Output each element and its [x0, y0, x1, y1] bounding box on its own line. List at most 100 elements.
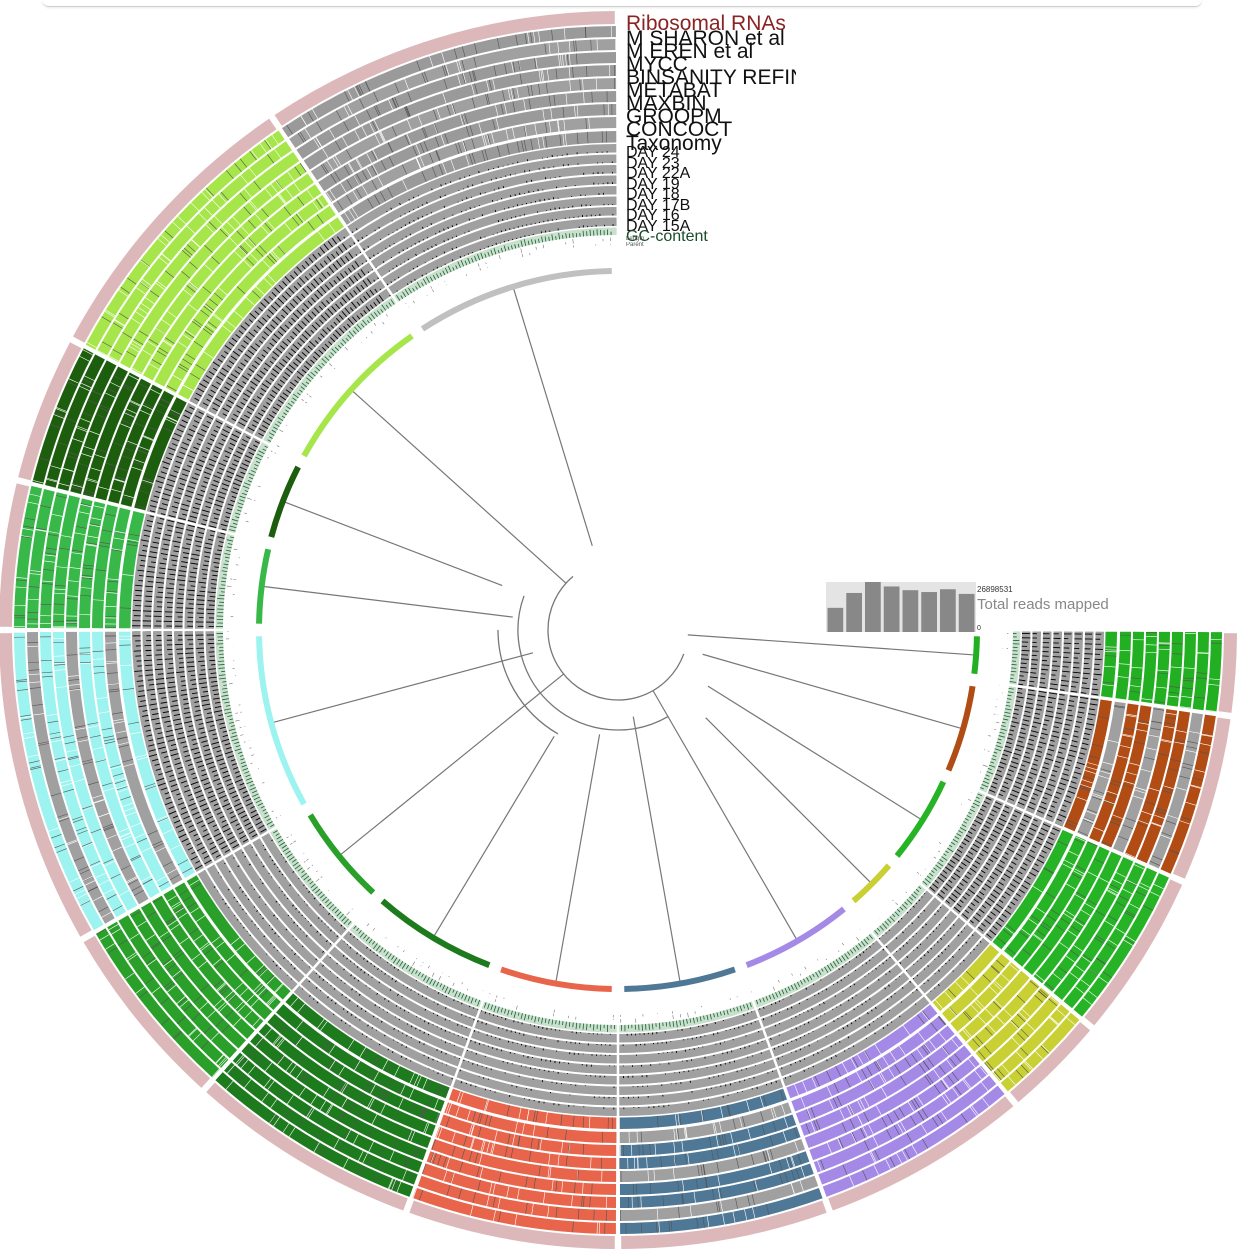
bin-tick	[84, 880, 96, 886]
coverage-bar	[167, 686, 176, 689]
coverage-bar	[322, 964, 324, 967]
coverage-bar	[273, 914, 276, 917]
coverage-bar	[1067, 709, 1073, 712]
coverage-bar	[210, 521, 218, 524]
coverage-bar	[1051, 665, 1060, 667]
bin-tick	[104, 513, 116, 517]
bin-tick	[674, 1114, 677, 1126]
coverage-bar	[149, 510, 156, 513]
coverage-bar	[473, 1029, 476, 1032]
bin-tick	[530, 32, 533, 44]
coverage-bar	[157, 673, 164, 675]
bin-tick	[1182, 762, 1194, 766]
bin-tick	[486, 1142, 490, 1153]
bin-segment	[241, 1042, 427, 1161]
bin-tick	[187, 244, 196, 253]
bin-tick	[561, 1181, 564, 1193]
bin-tick	[162, 861, 173, 867]
bin-tick	[128, 403, 140, 409]
bin-tick	[91, 390, 102, 396]
bin-tick	[22, 528, 34, 531]
coverage-bar	[187, 534, 193, 537]
coverage-bar	[469, 207, 472, 210]
coverage-bar	[242, 908, 244, 911]
bin-tick	[969, 1106, 977, 1117]
bin-tick	[165, 337, 175, 344]
coverage-bar	[1041, 664, 1050, 666]
bin-tick	[142, 404, 153, 411]
bin-tick	[1077, 830, 1089, 836]
coverage-bar	[384, 972, 386, 975]
bin-tick	[341, 1098, 348, 1108]
coverage-bar	[277, 297, 285, 305]
coverage-bar	[1047, 701, 1053, 704]
coverage-bar	[365, 985, 367, 987]
coverage-bar	[1027, 831, 1034, 836]
bin-tick	[44, 560, 56, 563]
bin-tick	[95, 569, 107, 572]
bin-tick	[57, 769, 69, 773]
coverage-bar	[186, 543, 192, 546]
coverage-bar	[223, 799, 229, 802]
coverage-bar	[328, 266, 335, 274]
bin-tick	[316, 121, 323, 132]
bin-tick	[582, 1182, 584, 1194]
bin-tick	[510, 1147, 514, 1159]
coverage-bar	[221, 483, 230, 487]
coverage-bar	[279, 379, 286, 384]
coverage-bar	[175, 723, 183, 726]
coverage-bar	[164, 658, 173, 660]
coverage-bar	[275, 347, 283, 354]
bin-tick	[367, 1097, 373, 1108]
coverage-bar	[184, 789, 191, 793]
bin-tick	[81, 574, 93, 577]
coverage-bar	[812, 1065, 814, 1068]
bin-tick	[277, 245, 286, 255]
bin-tick	[1187, 740, 1199, 744]
bin-tick	[927, 1057, 935, 1067]
bin-tick	[81, 842, 93, 847]
bin-tick	[182, 358, 192, 365]
bin-tick	[90, 862, 102, 868]
bin-tick	[146, 957, 156, 965]
coverage-bar	[956, 849, 963, 853]
bin-tick	[711, 1149, 714, 1161]
bin-tick	[237, 1074, 246, 1083]
coverage-bar	[167, 478, 176, 483]
coverage-bar	[459, 1069, 462, 1072]
bin-tick	[916, 1049, 924, 1059]
coverage-bar	[197, 432, 205, 437]
coverage-bar	[332, 1013, 335, 1016]
coverage-bar	[137, 695, 146, 698]
bin-tick	[1016, 1032, 1026, 1041]
coverage-bar	[161, 503, 169, 506]
bin-tick	[1126, 880, 1137, 886]
coverage-bar	[805, 987, 808, 990]
coverage-bar	[349, 245, 352, 248]
coverage-bar	[295, 358, 302, 364]
bin-tick	[992, 1001, 1002, 1010]
bin-segment	[276, 1004, 445, 1112]
bin-tick	[98, 711, 110, 714]
coverage-bar	[301, 945, 304, 948]
coverage-bar	[237, 366, 243, 371]
coverage-bar	[172, 564, 177, 567]
bin-tick	[996, 959, 1005, 968]
bin-tick	[684, 1127, 687, 1139]
bin-tick	[93, 505, 105, 509]
coverage-bar	[1036, 704, 1043, 707]
bin-tick	[589, 1196, 591, 1208]
coverage-bar	[314, 264, 321, 271]
bin-tick	[1129, 685, 1141, 688]
bin-tick	[564, 133, 567, 146]
bin-tick	[51, 513, 63, 517]
bin-tick	[265, 975, 275, 984]
coverage-bar	[808, 1044, 810, 1047]
coverage-bar	[1082, 672, 1090, 675]
bin-tick	[1069, 972, 1079, 980]
bin-tick	[227, 994, 237, 1003]
coverage-bar	[286, 339, 292, 343]
coverage-bar	[230, 373, 238, 379]
bin-tick	[247, 1065, 256, 1075]
